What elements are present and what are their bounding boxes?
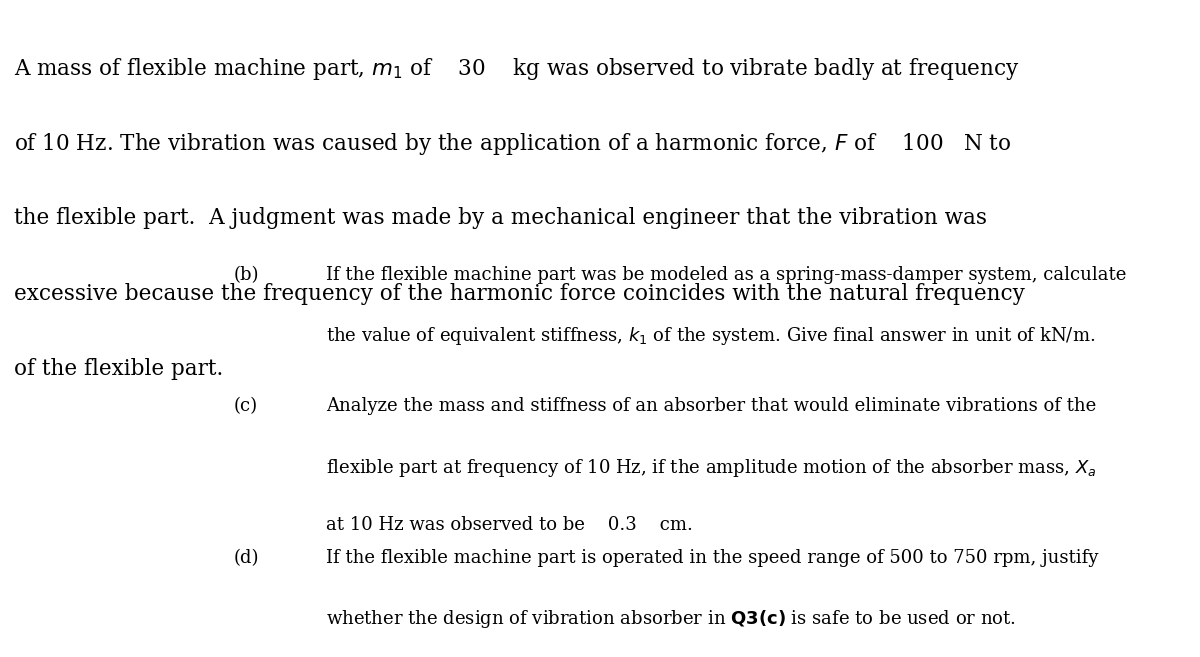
Text: If the flexible machine part was be modeled as a spring-mass-damper system, calc: If the flexible machine part was be mode… bbox=[326, 266, 1127, 284]
Text: the flexible part.  A judgment was made by a mechanical engineer that the vibrat: the flexible part. A judgment was made b… bbox=[14, 207, 988, 229]
Text: (b): (b) bbox=[234, 266, 259, 284]
Text: If the flexible machine part is operated in the speed range of 500 to 750 rpm, j: If the flexible machine part is operated… bbox=[326, 549, 1099, 566]
Text: excessive because the frequency of the harmonic force coincides with the natural: excessive because the frequency of the h… bbox=[14, 283, 1025, 304]
Text: A mass of flexible machine part, $m_1$ of    30    kg was observed to vibrate ba: A mass of flexible machine part, $m_1$ o… bbox=[14, 56, 1020, 82]
Text: at 10 Hz was observed to be    0.3    cm.: at 10 Hz was observed to be 0.3 cm. bbox=[326, 516, 694, 533]
Text: flexible part at frequency of 10 Hz, if the amplitude motion of the absorber mas: flexible part at frequency of 10 Hz, if … bbox=[326, 457, 1097, 478]
Text: of the flexible part.: of the flexible part. bbox=[14, 358, 223, 380]
Text: the value of equivalent stiffness, $k_1$ of the system. Give final answer in uni: the value of equivalent stiffness, $k_1$… bbox=[326, 325, 1096, 347]
Text: (c): (c) bbox=[234, 397, 258, 415]
Text: (d): (d) bbox=[234, 549, 259, 566]
Text: of 10 Hz. The vibration was caused by the application of a harmonic force, $F$ o: of 10 Hz. The vibration was caused by th… bbox=[14, 131, 1012, 158]
Text: Analyze the mass and stiffness of an absorber that would eliminate vibrations of: Analyze the mass and stiffness of an abs… bbox=[326, 397, 1097, 415]
Text: whether the design of vibration absorber in $\mathbf{Q3(c)}$ is safe to be used : whether the design of vibration absorber… bbox=[326, 608, 1016, 629]
